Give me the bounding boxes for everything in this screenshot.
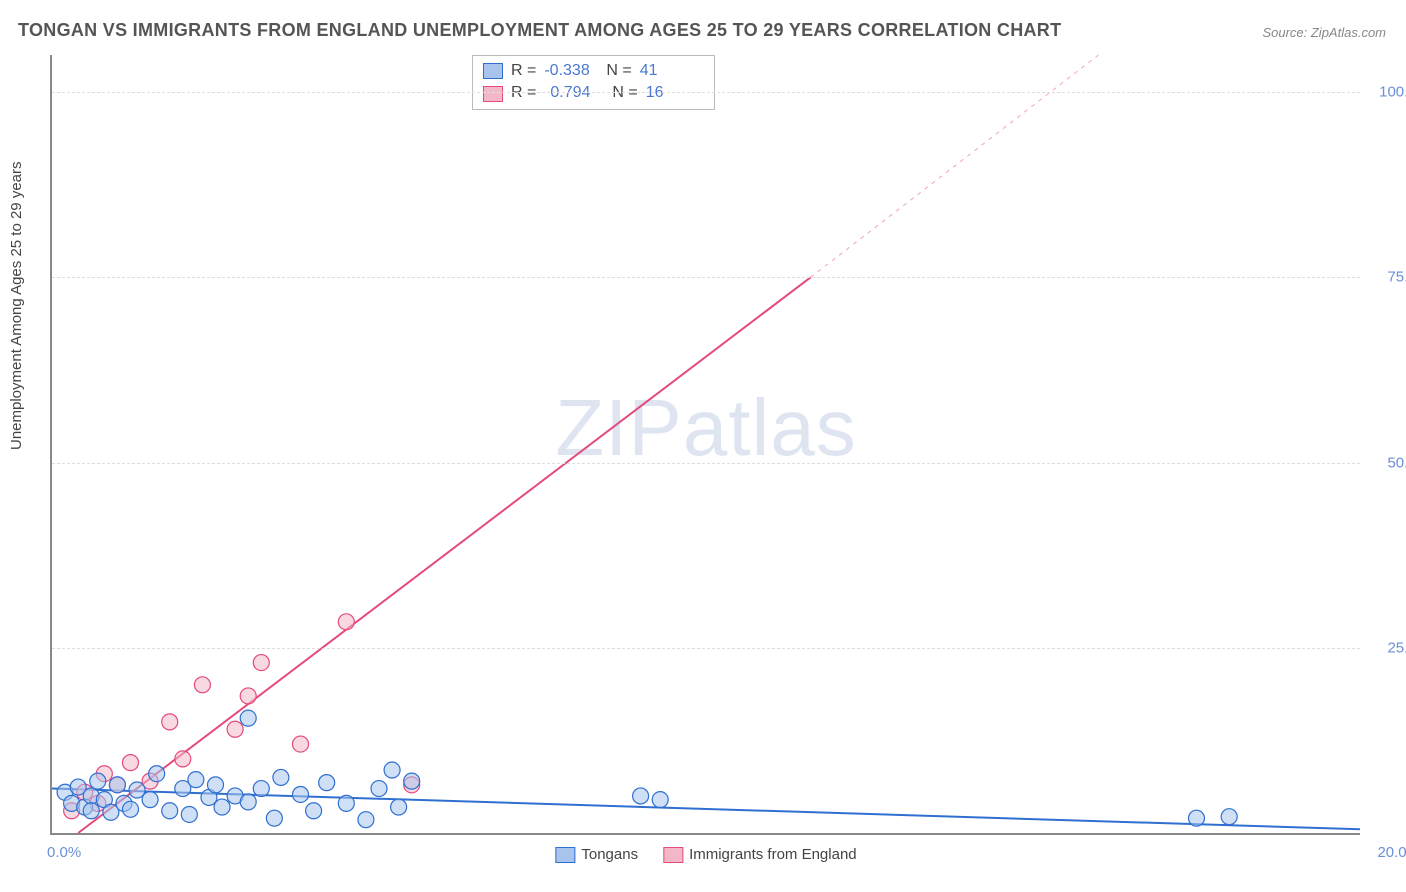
stats-row-1: R = -0.338 N = 41	[483, 60, 700, 82]
r-value-1: -0.338	[544, 60, 598, 82]
legend-swatch-tongans	[555, 847, 575, 863]
n-value-2: 16	[646, 82, 700, 104]
y-axis-label: Unemployment Among Ages 25 to 29 years	[8, 161, 25, 450]
x-tick-max: 20.0%	[1377, 844, 1406, 861]
y-tick: 100.0%	[1370, 84, 1406, 101]
chart-container: TONGAN VS IMMIGRANTS FROM ENGLAND UNEMPL…	[0, 0, 1406, 892]
r-value-2: 0.794	[544, 82, 604, 104]
stats-row-2: R = 0.794 N = 16	[483, 82, 700, 104]
stats-box: R = -0.338 N = 41 R = 0.794 N = 16	[472, 55, 715, 110]
x-tick-min: 0.0%	[47, 844, 81, 861]
plot-area: ZIPatlas R = -0.338 N = 41 R = 0.794 N =…	[50, 55, 1360, 835]
swatch-england	[483, 86, 503, 102]
y-tick: 25.0%	[1370, 639, 1406, 656]
chart-title: TONGAN VS IMMIGRANTS FROM ENGLAND UNEMPL…	[18, 20, 1061, 41]
legend-item-2: Immigrants from England	[663, 846, 857, 863]
plot-svg	[52, 55, 1360, 833]
y-tick: 75.0%	[1370, 269, 1406, 286]
swatch-tongans	[483, 63, 503, 79]
legend: Tongans Immigrants from England	[555, 846, 856, 863]
y-tick: 50.0%	[1370, 454, 1406, 471]
n-value-1: 41	[640, 60, 694, 82]
source-label: Source: ZipAtlas.com	[1262, 25, 1386, 40]
legend-item-1: Tongans	[555, 846, 638, 863]
legend-swatch-england	[663, 847, 683, 863]
